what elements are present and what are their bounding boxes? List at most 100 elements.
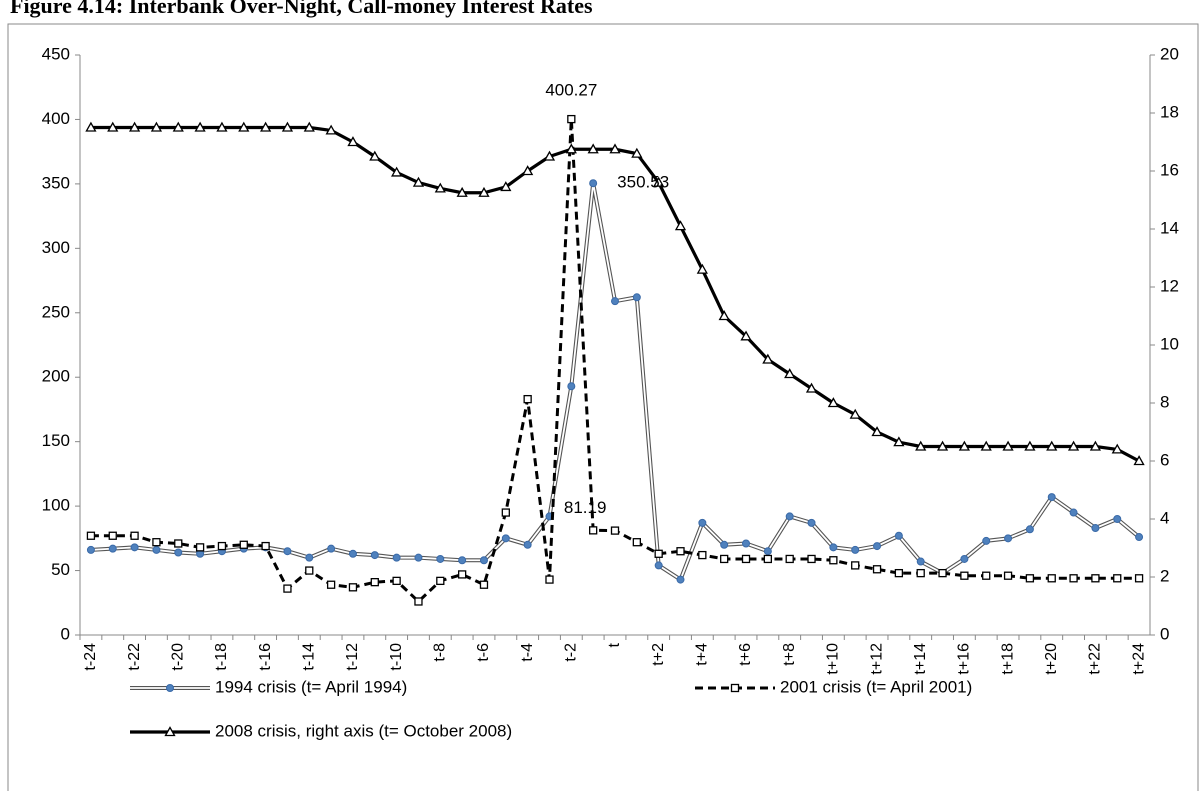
- point: [86, 531, 96, 540]
- data-label: 81.19: [564, 498, 607, 517]
- point: [829, 556, 838, 565]
- point: [1069, 508, 1078, 517]
- point: [152, 538, 161, 547]
- point: [522, 165, 534, 176]
- point: [1025, 574, 1035, 583]
- point: [872, 565, 882, 574]
- point: [130, 531, 139, 540]
- x-tick-label: t+12: [868, 643, 885, 675]
- point: [348, 583, 358, 592]
- point: [980, 440, 992, 451]
- line-outline: [90, 181, 1141, 582]
- point: [543, 150, 556, 161]
- x-tick-label: t+2: [650, 643, 667, 666]
- point: [436, 554, 445, 563]
- point: [305, 553, 314, 562]
- legend-marker: [166, 684, 174, 692]
- y-tick-label: 100: [42, 496, 70, 515]
- x-tick-label: t+8: [781, 643, 798, 666]
- point: [174, 539, 183, 548]
- point: [696, 263, 708, 274]
- point: [1135, 533, 1144, 542]
- y2-tick-label: 12: [1160, 276, 1179, 295]
- point: [436, 576, 445, 586]
- y2-tick-label: 20: [1160, 44, 1179, 63]
- point: [370, 551, 379, 560]
- point: [785, 512, 794, 521]
- point: [1133, 455, 1145, 466]
- point: [851, 561, 860, 570]
- series: [86, 114, 1144, 606]
- y2-tick-label: 6: [1160, 450, 1169, 469]
- point: [523, 394, 532, 404]
- point: [1134, 574, 1144, 583]
- point: [195, 543, 205, 552]
- point: [936, 440, 949, 451]
- point: [216, 121, 228, 132]
- x-tick-label: t+22: [1087, 643, 1104, 675]
- point: [348, 549, 357, 558]
- x-tick-label: t-8: [432, 643, 449, 662]
- y-tick-label: 250: [42, 302, 70, 321]
- y-tick-label: 450: [42, 44, 70, 63]
- point: [587, 143, 599, 154]
- x-tick-label: t-14: [301, 643, 318, 671]
- point: [894, 568, 904, 578]
- point: [982, 536, 991, 545]
- point: [698, 518, 707, 527]
- point: [150, 121, 163, 132]
- point: [829, 543, 838, 552]
- x-tick-label: t-24: [82, 643, 99, 671]
- point: [261, 541, 270, 551]
- x-tick-label: t-16: [257, 643, 274, 671]
- x-tick-label: t+18: [999, 643, 1016, 675]
- x-tick-label: t-2: [563, 643, 580, 662]
- point: [1047, 574, 1056, 583]
- legend-item: 2001 crisis (t= April 2001): [695, 677, 972, 696]
- point: [893, 436, 905, 447]
- point: [742, 539, 751, 548]
- point: [1004, 534, 1013, 543]
- point: [960, 554, 969, 563]
- y2-tick-label: 8: [1160, 392, 1169, 411]
- point: [305, 566, 314, 575]
- point: [414, 597, 423, 606]
- point: [873, 542, 882, 551]
- point: [392, 553, 401, 562]
- point: [1089, 440, 1102, 451]
- point: [915, 440, 927, 451]
- point: [871, 426, 883, 437]
- point: [916, 557, 925, 566]
- point: [741, 554, 751, 564]
- point: [849, 408, 861, 419]
- point: [479, 580, 489, 589]
- point: [1111, 443, 1123, 454]
- y2-tick-label: 0: [1160, 624, 1169, 643]
- x-tick-label: t+10: [825, 643, 842, 675]
- point: [479, 556, 488, 565]
- point: [107, 121, 119, 132]
- y2-tick-label: 10: [1160, 334, 1179, 353]
- point: [238, 121, 250, 132]
- point: [172, 121, 184, 132]
- point: [654, 561, 663, 570]
- legend-label: 2001 crisis (t= April 2001): [780, 677, 972, 696]
- point: [807, 518, 816, 527]
- y-tick-label: 50: [51, 560, 70, 579]
- point: [1024, 440, 1036, 451]
- point: [1091, 524, 1100, 533]
- y-tick-label: 150: [42, 431, 70, 450]
- point: [589, 179, 598, 188]
- x-tick-label: t+16: [956, 643, 973, 675]
- x-tick-label: t-10: [388, 643, 405, 671]
- point: [1003, 571, 1013, 580]
- point: [611, 297, 619, 306]
- point: [370, 578, 379, 587]
- x-tick-label: t-4: [519, 643, 536, 662]
- x-tick-label: t+6: [737, 643, 754, 666]
- point: [86, 545, 95, 554]
- point: [217, 541, 227, 551]
- point: [784, 368, 796, 379]
